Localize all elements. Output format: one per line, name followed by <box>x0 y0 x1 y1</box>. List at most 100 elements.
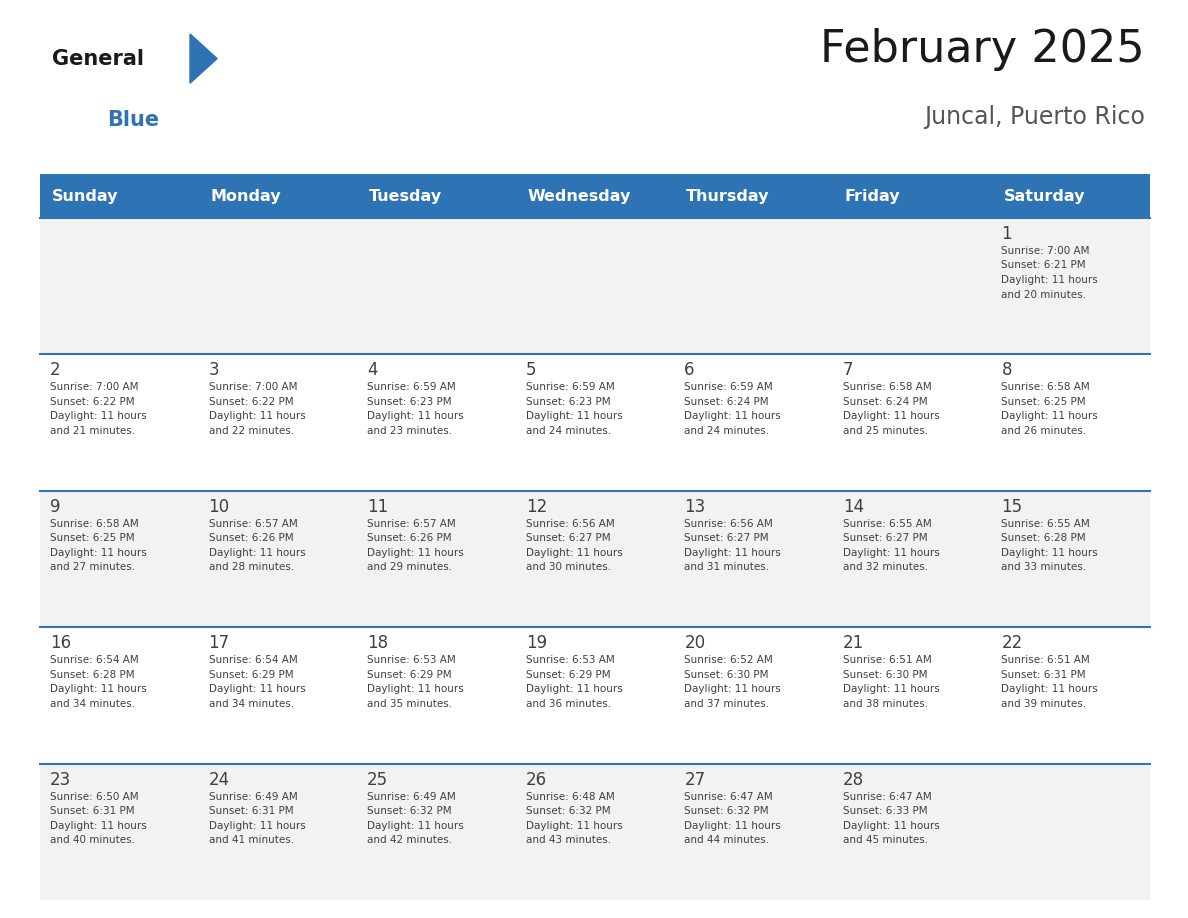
Text: 2: 2 <box>50 362 61 379</box>
Text: and 30 minutes.: and 30 minutes. <box>526 563 611 572</box>
Text: 20: 20 <box>684 634 706 652</box>
Text: and 45 minutes.: and 45 minutes. <box>842 835 928 845</box>
Text: Daylight: 11 hours: Daylight: 11 hours <box>526 684 623 694</box>
Text: Sunrise: 7:00 AM: Sunrise: 7:00 AM <box>209 383 297 392</box>
Text: Sunrise: 7:00 AM: Sunrise: 7:00 AM <box>50 383 139 392</box>
Text: and 41 minutes.: and 41 minutes. <box>209 835 293 845</box>
Text: Sunset: 6:30 PM: Sunset: 6:30 PM <box>684 670 769 679</box>
Text: Sunset: 6:25 PM: Sunset: 6:25 PM <box>1001 397 1086 407</box>
Text: 4: 4 <box>367 362 378 379</box>
Text: 9: 9 <box>50 498 61 516</box>
Text: Sunrise: 6:57 AM: Sunrise: 6:57 AM <box>209 519 297 529</box>
Text: Daylight: 11 hours: Daylight: 11 hours <box>209 411 305 421</box>
Text: Daylight: 11 hours: Daylight: 11 hours <box>526 548 623 558</box>
Text: Daylight: 11 hours: Daylight: 11 hours <box>50 821 147 831</box>
Text: and 38 minutes.: and 38 minutes. <box>842 699 928 709</box>
Text: 18: 18 <box>367 634 388 652</box>
Text: 26: 26 <box>526 770 546 789</box>
Polygon shape <box>190 34 217 84</box>
Text: Sunrise: 6:59 AM: Sunrise: 6:59 AM <box>684 383 773 392</box>
Text: Sunday: Sunday <box>52 188 119 204</box>
Text: Daylight: 11 hours: Daylight: 11 hours <box>684 411 781 421</box>
Text: Daylight: 11 hours: Daylight: 11 hours <box>684 821 781 831</box>
Text: Sunset: 6:27 PM: Sunset: 6:27 PM <box>684 533 769 543</box>
Text: and 24 minutes.: and 24 minutes. <box>526 426 611 436</box>
Text: Daylight: 11 hours: Daylight: 11 hours <box>1001 275 1098 285</box>
Text: Sunset: 6:23 PM: Sunset: 6:23 PM <box>526 397 611 407</box>
Text: Sunset: 6:27 PM: Sunset: 6:27 PM <box>842 533 928 543</box>
Text: Sunset: 6:32 PM: Sunset: 6:32 PM <box>684 806 769 816</box>
Text: Daylight: 11 hours: Daylight: 11 hours <box>842 548 940 558</box>
Text: Sunset: 6:30 PM: Sunset: 6:30 PM <box>842 670 928 679</box>
Text: Sunset: 6:31 PM: Sunset: 6:31 PM <box>50 806 134 816</box>
Text: 17: 17 <box>209 634 229 652</box>
Text: Tuesday: Tuesday <box>369 188 442 204</box>
Text: Daylight: 11 hours: Daylight: 11 hours <box>684 684 781 694</box>
Text: and 23 minutes.: and 23 minutes. <box>367 426 453 436</box>
Text: General: General <box>52 49 144 69</box>
Text: Daylight: 11 hours: Daylight: 11 hours <box>684 548 781 558</box>
Text: and 26 minutes.: and 26 minutes. <box>1001 426 1087 436</box>
Text: Daylight: 11 hours: Daylight: 11 hours <box>209 821 305 831</box>
Text: 24: 24 <box>209 770 229 789</box>
Text: Sunset: 6:24 PM: Sunset: 6:24 PM <box>842 397 928 407</box>
Text: Sunset: 6:21 PM: Sunset: 6:21 PM <box>1001 261 1086 271</box>
Text: Sunrise: 6:51 AM: Sunrise: 6:51 AM <box>842 655 931 666</box>
Text: 1: 1 <box>1001 225 1012 243</box>
Text: and 43 minutes.: and 43 minutes. <box>526 835 611 845</box>
Text: Sunrise: 6:58 AM: Sunrise: 6:58 AM <box>50 519 139 529</box>
Text: Sunrise: 6:54 AM: Sunrise: 6:54 AM <box>209 655 297 666</box>
Text: and 32 minutes.: and 32 minutes. <box>842 563 928 572</box>
Text: 6: 6 <box>684 362 695 379</box>
Text: Monday: Monday <box>210 188 282 204</box>
Text: Sunset: 6:22 PM: Sunset: 6:22 PM <box>50 397 134 407</box>
Text: Wednesday: Wednesday <box>527 188 631 204</box>
Text: and 22 minutes.: and 22 minutes. <box>209 426 293 436</box>
Text: Sunset: 6:29 PM: Sunset: 6:29 PM <box>209 670 293 679</box>
Text: and 21 minutes.: and 21 minutes. <box>50 426 135 436</box>
Text: and 34 minutes.: and 34 minutes. <box>209 699 293 709</box>
Text: Sunset: 6:32 PM: Sunset: 6:32 PM <box>367 806 451 816</box>
Text: Sunrise: 6:49 AM: Sunrise: 6:49 AM <box>209 791 297 801</box>
Text: Sunrise: 6:59 AM: Sunrise: 6:59 AM <box>526 383 614 392</box>
Text: Sunrise: 6:50 AM: Sunrise: 6:50 AM <box>50 791 139 801</box>
Text: and 33 minutes.: and 33 minutes. <box>1001 563 1087 572</box>
Text: and 40 minutes.: and 40 minutes. <box>50 835 135 845</box>
Text: Sunset: 6:24 PM: Sunset: 6:24 PM <box>684 397 769 407</box>
Text: Sunrise: 6:58 AM: Sunrise: 6:58 AM <box>842 383 931 392</box>
Text: Sunset: 6:32 PM: Sunset: 6:32 PM <box>526 806 611 816</box>
Text: Sunrise: 6:52 AM: Sunrise: 6:52 AM <box>684 655 773 666</box>
Text: Daylight: 11 hours: Daylight: 11 hours <box>367 684 463 694</box>
Text: Blue: Blue <box>107 109 159 129</box>
Text: and 29 minutes.: and 29 minutes. <box>367 563 453 572</box>
Text: Sunset: 6:28 PM: Sunset: 6:28 PM <box>50 670 134 679</box>
Text: Sunrise: 6:59 AM: Sunrise: 6:59 AM <box>367 383 456 392</box>
Text: Sunrise: 6:57 AM: Sunrise: 6:57 AM <box>367 519 456 529</box>
Text: and 42 minutes.: and 42 minutes. <box>367 835 453 845</box>
Text: Daylight: 11 hours: Daylight: 11 hours <box>367 821 463 831</box>
Text: Daylight: 11 hours: Daylight: 11 hours <box>50 684 147 694</box>
Text: Sunrise: 6:47 AM: Sunrise: 6:47 AM <box>842 791 931 801</box>
Text: Sunset: 6:25 PM: Sunset: 6:25 PM <box>50 533 134 543</box>
Text: and 35 minutes.: and 35 minutes. <box>367 699 453 709</box>
Text: Daylight: 11 hours: Daylight: 11 hours <box>842 411 940 421</box>
Text: 12: 12 <box>526 498 546 516</box>
Text: Daylight: 11 hours: Daylight: 11 hours <box>842 684 940 694</box>
Text: and 28 minutes.: and 28 minutes. <box>209 563 293 572</box>
Text: February 2025: February 2025 <box>821 28 1145 72</box>
Text: Sunset: 6:31 PM: Sunset: 6:31 PM <box>209 806 293 816</box>
Text: 7: 7 <box>842 362 853 379</box>
Text: and 36 minutes.: and 36 minutes. <box>526 699 611 709</box>
Text: Daylight: 11 hours: Daylight: 11 hours <box>842 821 940 831</box>
Text: Sunrise: 6:54 AM: Sunrise: 6:54 AM <box>50 655 139 666</box>
Text: and 31 minutes.: and 31 minutes. <box>684 563 770 572</box>
Text: Daylight: 11 hours: Daylight: 11 hours <box>367 548 463 558</box>
Text: 19: 19 <box>526 634 546 652</box>
Text: Juncal, Puerto Rico: Juncal, Puerto Rico <box>924 105 1145 129</box>
Text: Sunrise: 6:55 AM: Sunrise: 6:55 AM <box>1001 519 1091 529</box>
Text: and 24 minutes.: and 24 minutes. <box>684 426 770 436</box>
Text: Sunset: 6:22 PM: Sunset: 6:22 PM <box>209 397 293 407</box>
Text: Daylight: 11 hours: Daylight: 11 hours <box>1001 411 1098 421</box>
Text: and 27 minutes.: and 27 minutes. <box>50 563 135 572</box>
Text: Daylight: 11 hours: Daylight: 11 hours <box>209 684 305 694</box>
